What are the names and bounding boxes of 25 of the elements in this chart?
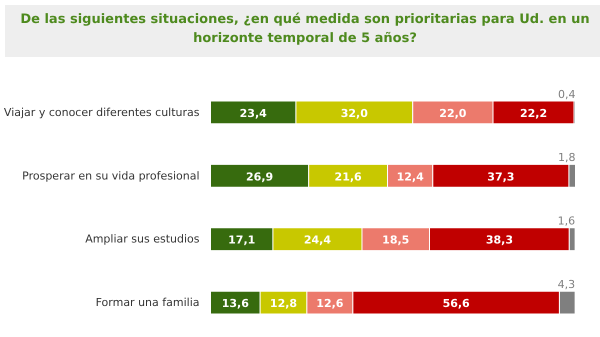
data-label: 12,4 xyxy=(396,170,424,184)
data-label: 56,6 xyxy=(442,297,470,310)
data-label: 1,8 xyxy=(558,151,576,164)
y-tick-label: Formar una familia xyxy=(96,296,200,310)
data-label: 24,4 xyxy=(304,234,332,247)
data-label: 22,2 xyxy=(520,106,548,120)
data-label: 18,5 xyxy=(382,234,410,247)
data-label: 21,6 xyxy=(334,170,362,184)
y-tick-label: Ampliar sus estudios xyxy=(85,232,200,246)
data-label: 26,9 xyxy=(246,170,274,184)
data-label: 22,0 xyxy=(439,106,467,120)
y-tick-label: Prosperar en su vida profesional xyxy=(22,169,200,182)
data-label: 37,3 xyxy=(487,170,514,184)
data-label: 17,1 xyxy=(228,234,256,247)
data-label: 32,0 xyxy=(340,106,368,120)
data-label: 13,6 xyxy=(222,297,250,310)
data-label: 1,6 xyxy=(558,214,576,228)
y-tick-label: Viajar y conocer diferentes culturas xyxy=(4,106,200,119)
data-label: 12,6 xyxy=(316,297,344,310)
data-label: 12,8 xyxy=(270,297,298,310)
data-label: 23,4 xyxy=(240,106,268,120)
data-label: 38,3 xyxy=(486,234,513,247)
data-label: 4,3 xyxy=(558,278,576,292)
chart-title: De las siguientes situaciones, ¿en qué medida son prioritarias para Ud. en un horizonte temporal de 5 años? xyxy=(20,11,590,48)
data-label: 0,4 xyxy=(558,88,576,101)
